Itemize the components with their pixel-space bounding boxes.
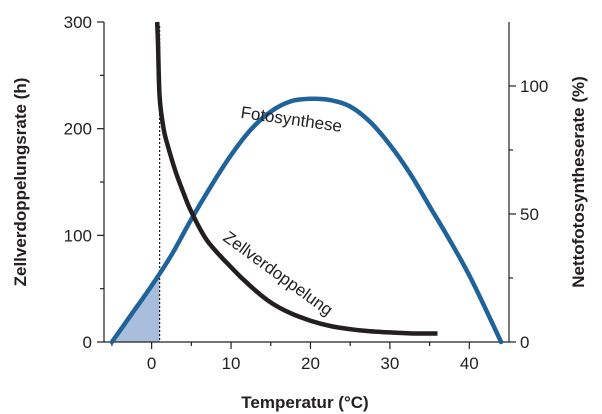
cell-doubling-curve — [154, 21, 438, 336]
x-tick-label: 10 — [222, 354, 241, 373]
x-tick-label: 40 — [460, 354, 479, 373]
right-tick-label: 50 — [520, 205, 539, 224]
x-tick-label: 30 — [380, 354, 399, 373]
right-tick-label: 100 — [520, 77, 548, 96]
x-tick-label: 0 — [147, 354, 156, 373]
left-y-axis-title: Zellverdoppelungsrate (h) — [11, 78, 30, 287]
x-axis-title: Temperatur (°C) — [241, 393, 368, 412]
left-tick-label: 100 — [64, 226, 92, 245]
shaded-area — [111, 273, 160, 342]
right-y-axis-title: Nettofotosyntheserate (%) — [569, 76, 588, 288]
photosynthesis-label: Fotosynthese — [240, 103, 344, 136]
left-tick-label: 200 — [64, 120, 92, 139]
x-tick-label: 20 — [301, 354, 320, 373]
left-tick-label: 0 — [83, 333, 92, 352]
left-tick-label: 300 — [64, 13, 92, 32]
right-tick-label: 0 — [520, 333, 529, 352]
photosynthesis-curve — [109, 96, 504, 345]
